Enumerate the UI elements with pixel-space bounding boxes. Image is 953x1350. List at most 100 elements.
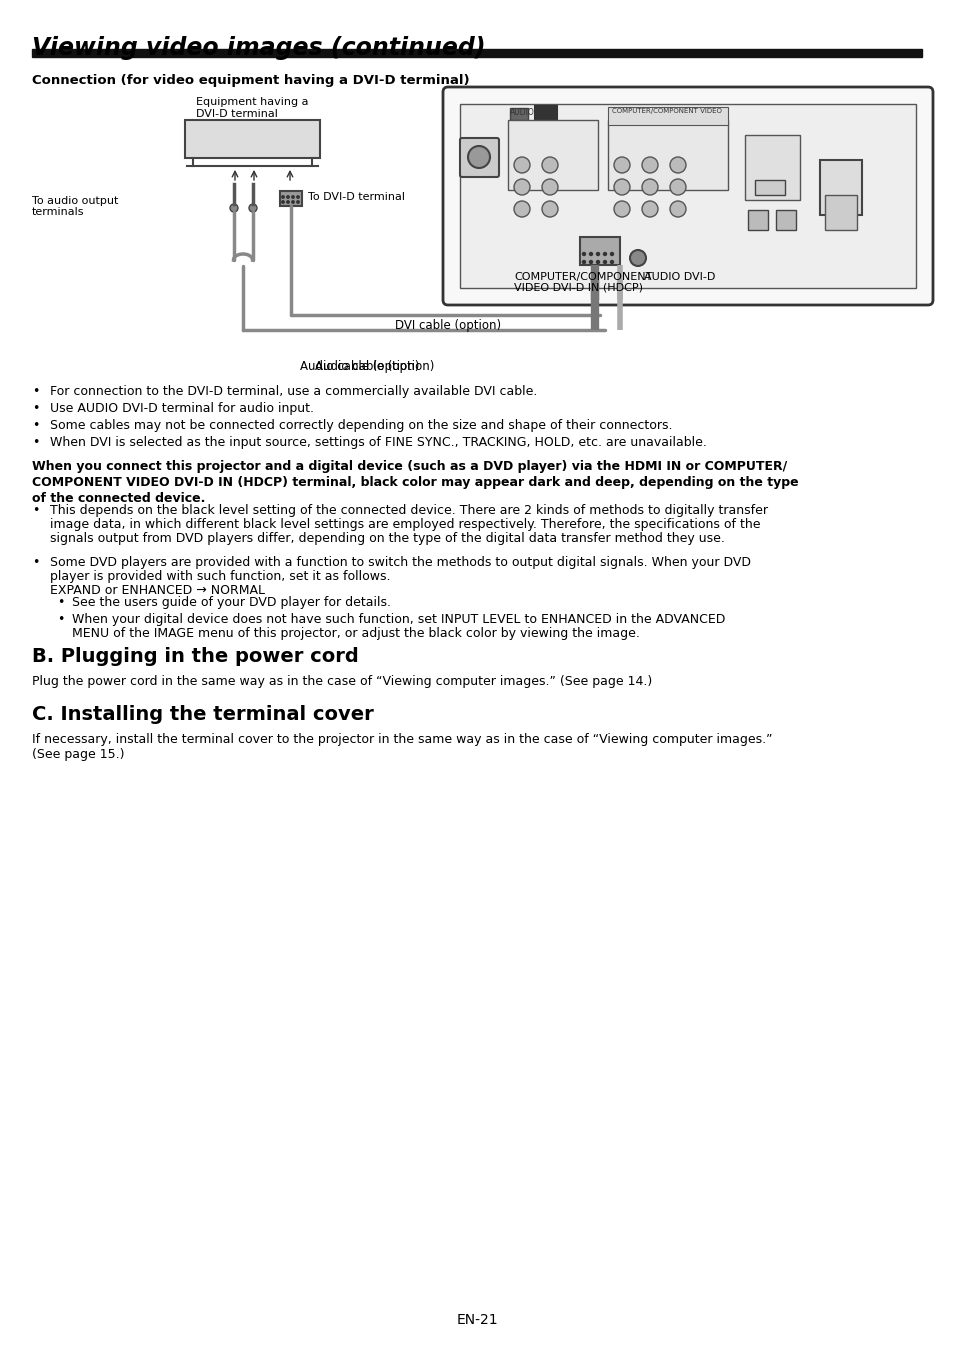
Text: Plug the power cord in the same way as in the case of “Viewing computer images.”: Plug the power cord in the same way as i… — [32, 675, 652, 688]
Text: To audio output: To audio output — [32, 196, 118, 207]
Text: Viewing video images (continued): Viewing video images (continued) — [32, 36, 485, 59]
Circle shape — [292, 196, 294, 198]
Bar — [754, 180, 784, 194]
Text: Use AUDIO DVI-D terminal for audio input.: Use AUDIO DVI-D terminal for audio input… — [50, 402, 314, 414]
Text: C. Installing the terminal cover: C. Installing the terminal cover — [32, 705, 374, 724]
Text: When DVI is selected as the input source, settings of FINE SYNC., TRACKING, HOLD: When DVI is selected as the input source… — [50, 436, 706, 450]
Text: See the users guide of your DVD player for details.: See the users guide of your DVD player f… — [71, 595, 391, 609]
Text: For connection to the DVI-D terminal, use a commercially available DVI cable.: For connection to the DVI-D terminal, us… — [50, 385, 537, 398]
Bar — [607, 120, 727, 190]
Bar — [280, 190, 302, 207]
Text: •: • — [57, 595, 64, 609]
Circle shape — [514, 157, 530, 173]
Circle shape — [468, 146, 490, 167]
Circle shape — [610, 252, 613, 255]
Text: Equipment having a: Equipment having a — [195, 97, 308, 107]
Circle shape — [641, 180, 658, 194]
Text: If necessary, install the terminal cover to the projector in the same way as in : If necessary, install the terminal cover… — [32, 733, 772, 747]
Bar — [535, 107, 557, 120]
Circle shape — [541, 157, 558, 173]
Text: This depends on the black level setting of the connected device. There are 2 kin: This depends on the black level setting … — [50, 504, 767, 517]
Text: Connection (for video equipment having a DVI-D terminal): Connection (for video equipment having a… — [32, 74, 469, 86]
Text: of the connected device.: of the connected device. — [32, 491, 205, 505]
Circle shape — [249, 204, 256, 212]
Bar — [185, 120, 319, 158]
Text: •: • — [32, 556, 39, 568]
Circle shape — [629, 250, 645, 266]
FancyBboxPatch shape — [459, 138, 498, 177]
Text: EN-21: EN-21 — [456, 1314, 497, 1327]
Text: Audio cable (option): Audio cable (option) — [300, 360, 419, 373]
Bar — [747, 211, 767, 230]
Bar — [510, 108, 527, 120]
Text: AUDIO DVI-D: AUDIO DVI-D — [643, 271, 715, 282]
Circle shape — [596, 261, 598, 263]
Text: When your digital device does not have such function, set INPUT LEVEL to ENHANCE: When your digital device does not have s… — [71, 613, 724, 626]
Text: signals output from DVD players differ, depending on the type of the digital dat: signals output from DVD players differ, … — [50, 532, 724, 545]
Circle shape — [281, 201, 284, 204]
Circle shape — [296, 201, 299, 204]
Circle shape — [669, 157, 685, 173]
Text: DVI cable (option): DVI cable (option) — [395, 319, 500, 332]
Circle shape — [589, 252, 592, 255]
Bar — [824, 194, 856, 230]
Bar — [579, 238, 619, 265]
Text: •: • — [32, 504, 39, 517]
Circle shape — [614, 201, 629, 217]
Circle shape — [292, 201, 294, 204]
Text: MENU of the IMAGE menu of this projector, or adjust the black color by viewing t: MENU of the IMAGE menu of this projector… — [71, 626, 639, 640]
Bar — [459, 104, 915, 288]
Text: Some cables may not be connected correctly depending on the size and shape of th: Some cables may not be connected correct… — [50, 418, 672, 432]
Text: Audio cable (option): Audio cable (option) — [315, 360, 435, 373]
Circle shape — [614, 180, 629, 194]
Circle shape — [614, 157, 629, 173]
Circle shape — [541, 201, 558, 217]
Circle shape — [603, 252, 606, 255]
Text: EXPAND or ENHANCED → NORMAL: EXPAND or ENHANCED → NORMAL — [50, 585, 265, 597]
Circle shape — [287, 196, 289, 198]
Text: •: • — [32, 385, 39, 398]
Circle shape — [596, 252, 598, 255]
Text: image data, in which different black level settings are employed respectively. T: image data, in which different black lev… — [50, 518, 760, 531]
Text: •: • — [32, 402, 39, 414]
Circle shape — [641, 201, 658, 217]
Circle shape — [296, 196, 299, 198]
Text: VIDEO DVI-D IN (HDCP): VIDEO DVI-D IN (HDCP) — [514, 284, 642, 293]
Text: AUDIO: AUDIO — [510, 108, 535, 117]
Text: COMPUTER/COMPONENT: COMPUTER/COMPONENT — [514, 271, 652, 282]
Text: COMPUTER/COMPONENT VIDEO: COMPUTER/COMPONENT VIDEO — [612, 108, 721, 113]
Circle shape — [669, 180, 685, 194]
Circle shape — [610, 261, 613, 263]
Bar — [32, 49, 921, 57]
Circle shape — [230, 204, 237, 212]
Text: (See page 15.): (See page 15.) — [32, 748, 125, 761]
Circle shape — [641, 157, 658, 173]
Bar — [607, 107, 727, 126]
Circle shape — [589, 261, 592, 263]
Circle shape — [582, 261, 585, 263]
Circle shape — [541, 180, 558, 194]
Text: Some DVD players are provided with a function to switch the methods to output di: Some DVD players are provided with a fun… — [50, 556, 750, 568]
Circle shape — [669, 201, 685, 217]
Bar — [744, 135, 800, 200]
Text: player is provided with such function, set it as follows.: player is provided with such function, s… — [50, 570, 390, 583]
FancyBboxPatch shape — [442, 86, 932, 305]
Text: •: • — [32, 418, 39, 432]
Circle shape — [514, 180, 530, 194]
Text: COMPONENT VIDEO DVI-D IN (HDCP) terminal, black color may appear dark and deep, : COMPONENT VIDEO DVI-D IN (HDCP) terminal… — [32, 477, 798, 489]
Text: •: • — [32, 436, 39, 450]
Bar — [775, 211, 795, 230]
Text: •: • — [57, 613, 64, 626]
Text: B. Plugging in the power cord: B. Plugging in the power cord — [32, 647, 358, 666]
Text: When you connect this projector and a digital device (such as a DVD player) via : When you connect this projector and a di… — [32, 460, 786, 472]
Bar — [820, 161, 862, 215]
Circle shape — [603, 261, 606, 263]
Text: DVI-D terminal: DVI-D terminal — [195, 109, 277, 119]
Text: To DVI-D terminal: To DVI-D terminal — [308, 192, 405, 202]
Circle shape — [281, 196, 284, 198]
Circle shape — [287, 201, 289, 204]
Bar — [507, 120, 598, 190]
Circle shape — [582, 252, 585, 255]
Text: terminals: terminals — [32, 207, 85, 217]
Circle shape — [514, 201, 530, 217]
